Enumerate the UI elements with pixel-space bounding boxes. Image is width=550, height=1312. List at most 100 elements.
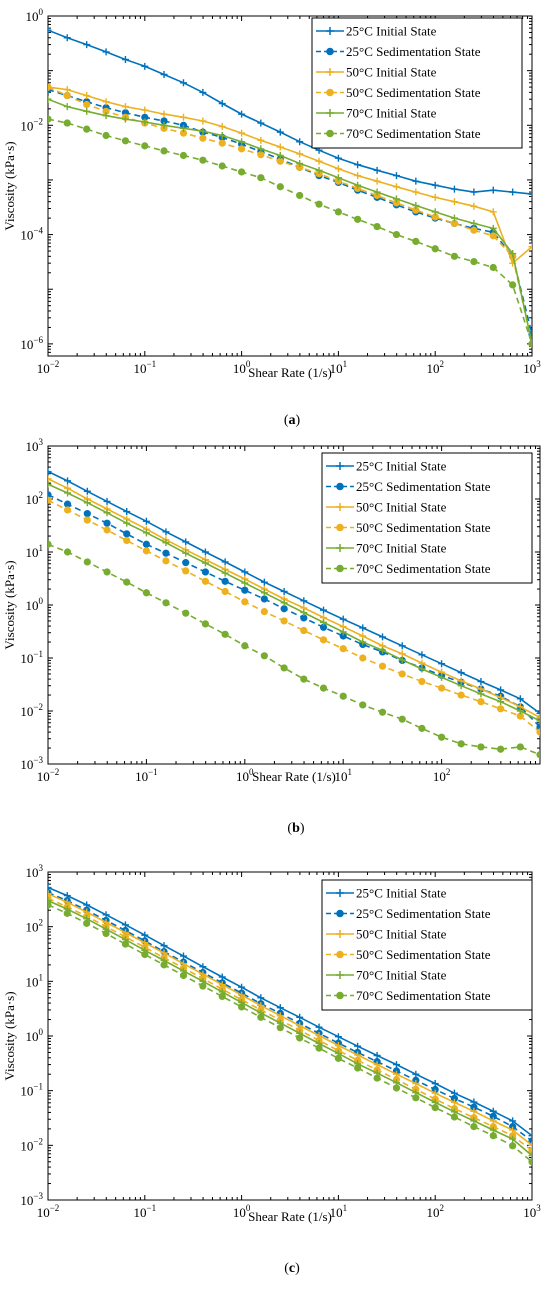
data-point [296,150,304,158]
data-point [509,1135,517,1143]
legend-marker [336,971,344,979]
data-point [201,548,209,556]
data-point [354,181,362,189]
data-point [470,219,478,227]
data-point [260,578,268,586]
data-point [339,692,347,700]
data-point [276,152,284,160]
data-point [160,147,168,155]
data-point [160,110,168,118]
data-point [201,568,210,576]
data-point [257,151,265,159]
legend-marker [336,523,344,532]
data-point [398,642,406,650]
data-point [121,940,130,948]
legend-box [311,17,523,149]
series-5 [48,480,540,725]
data-point [334,174,342,182]
data-point [83,558,91,566]
y-tick-label: 100 [26,7,44,24]
data-point [354,172,362,180]
data-point [450,1094,459,1103]
legend-label: 50°C Sedimentation State [356,947,491,962]
x-tick-label: 103 [523,1203,541,1220]
data-point [179,79,187,87]
data-point [179,952,187,960]
data-point [470,202,478,210]
chart-panel-a: 10−2 10−1 100 101 102 10310−610−410−2100Shear… [2,7,541,428]
data-point [123,530,131,538]
data-point [450,1113,459,1121]
data-point [418,651,426,659]
y-tick-label: 10−6 [20,335,43,352]
series-1 [48,468,540,717]
data-point [398,670,406,678]
legend-label: 25°C Initial State [346,24,437,39]
data-point [141,950,149,959]
legend: 25°C Initial State 25°C Sedimentation Sta… [321,879,533,1011]
data-point [162,549,170,557]
data-point [392,199,401,207]
data-point [296,159,304,167]
data-point [412,202,420,210]
data-point [320,606,328,614]
legend-marker [326,27,334,35]
legend-label: 70°C Initial State [346,106,437,121]
data-point [509,1142,517,1150]
data-point [450,185,458,193]
data-point [528,190,532,198]
data-point [450,198,458,206]
data-point [142,547,150,555]
legend-label: 70°C Sedimentation State [346,126,481,141]
data-point [142,529,150,537]
data-point [378,662,387,670]
data-point [182,549,190,557]
data-point [373,1074,381,1082]
data-point [477,678,485,686]
data-point [83,41,91,49]
data-point [497,705,505,713]
data-point [63,86,71,94]
data-point [373,166,381,174]
data-point [528,1141,532,1149]
data-point [48,26,52,34]
data-point [431,1104,439,1112]
data-point [477,698,485,706]
legend-label: 50°C Initial State [356,927,447,942]
data-point [48,496,52,504]
series-3 [48,83,532,267]
data-point [457,740,465,748]
data-point [319,636,328,644]
y-tick-label: 10−2 [20,702,43,719]
data-point [123,578,131,586]
data-point [160,71,168,79]
data-point [470,1123,478,1131]
y-tick-label: 100 [26,1027,44,1044]
data-point [221,577,229,585]
data-point [489,224,497,232]
legend-label: 70°C Initial State [356,541,447,556]
data-point [438,673,446,681]
x-axis-label: Shear Rate (1/s) [252,769,336,784]
data-point [48,890,52,898]
data-point [457,682,465,690]
data-point [418,659,426,667]
panel-label: (b) [287,821,304,836]
data-point [63,119,71,127]
data-point [83,107,91,115]
data-point [218,162,226,170]
data-point [221,569,229,577]
data-point [276,143,284,151]
y-tick-label: 101 [26,972,44,989]
data-point [238,129,246,137]
data-point [221,587,229,596]
data-point [48,115,52,123]
data-point [201,577,210,585]
series-line [48,478,540,719]
legend-label: 25°C Sedimentation State [346,44,481,59]
data-point [257,174,265,182]
legend-label: 25°C Initial State [356,886,447,901]
data-point [412,1094,420,1102]
legend-marker [336,950,344,959]
data-point [509,281,517,289]
